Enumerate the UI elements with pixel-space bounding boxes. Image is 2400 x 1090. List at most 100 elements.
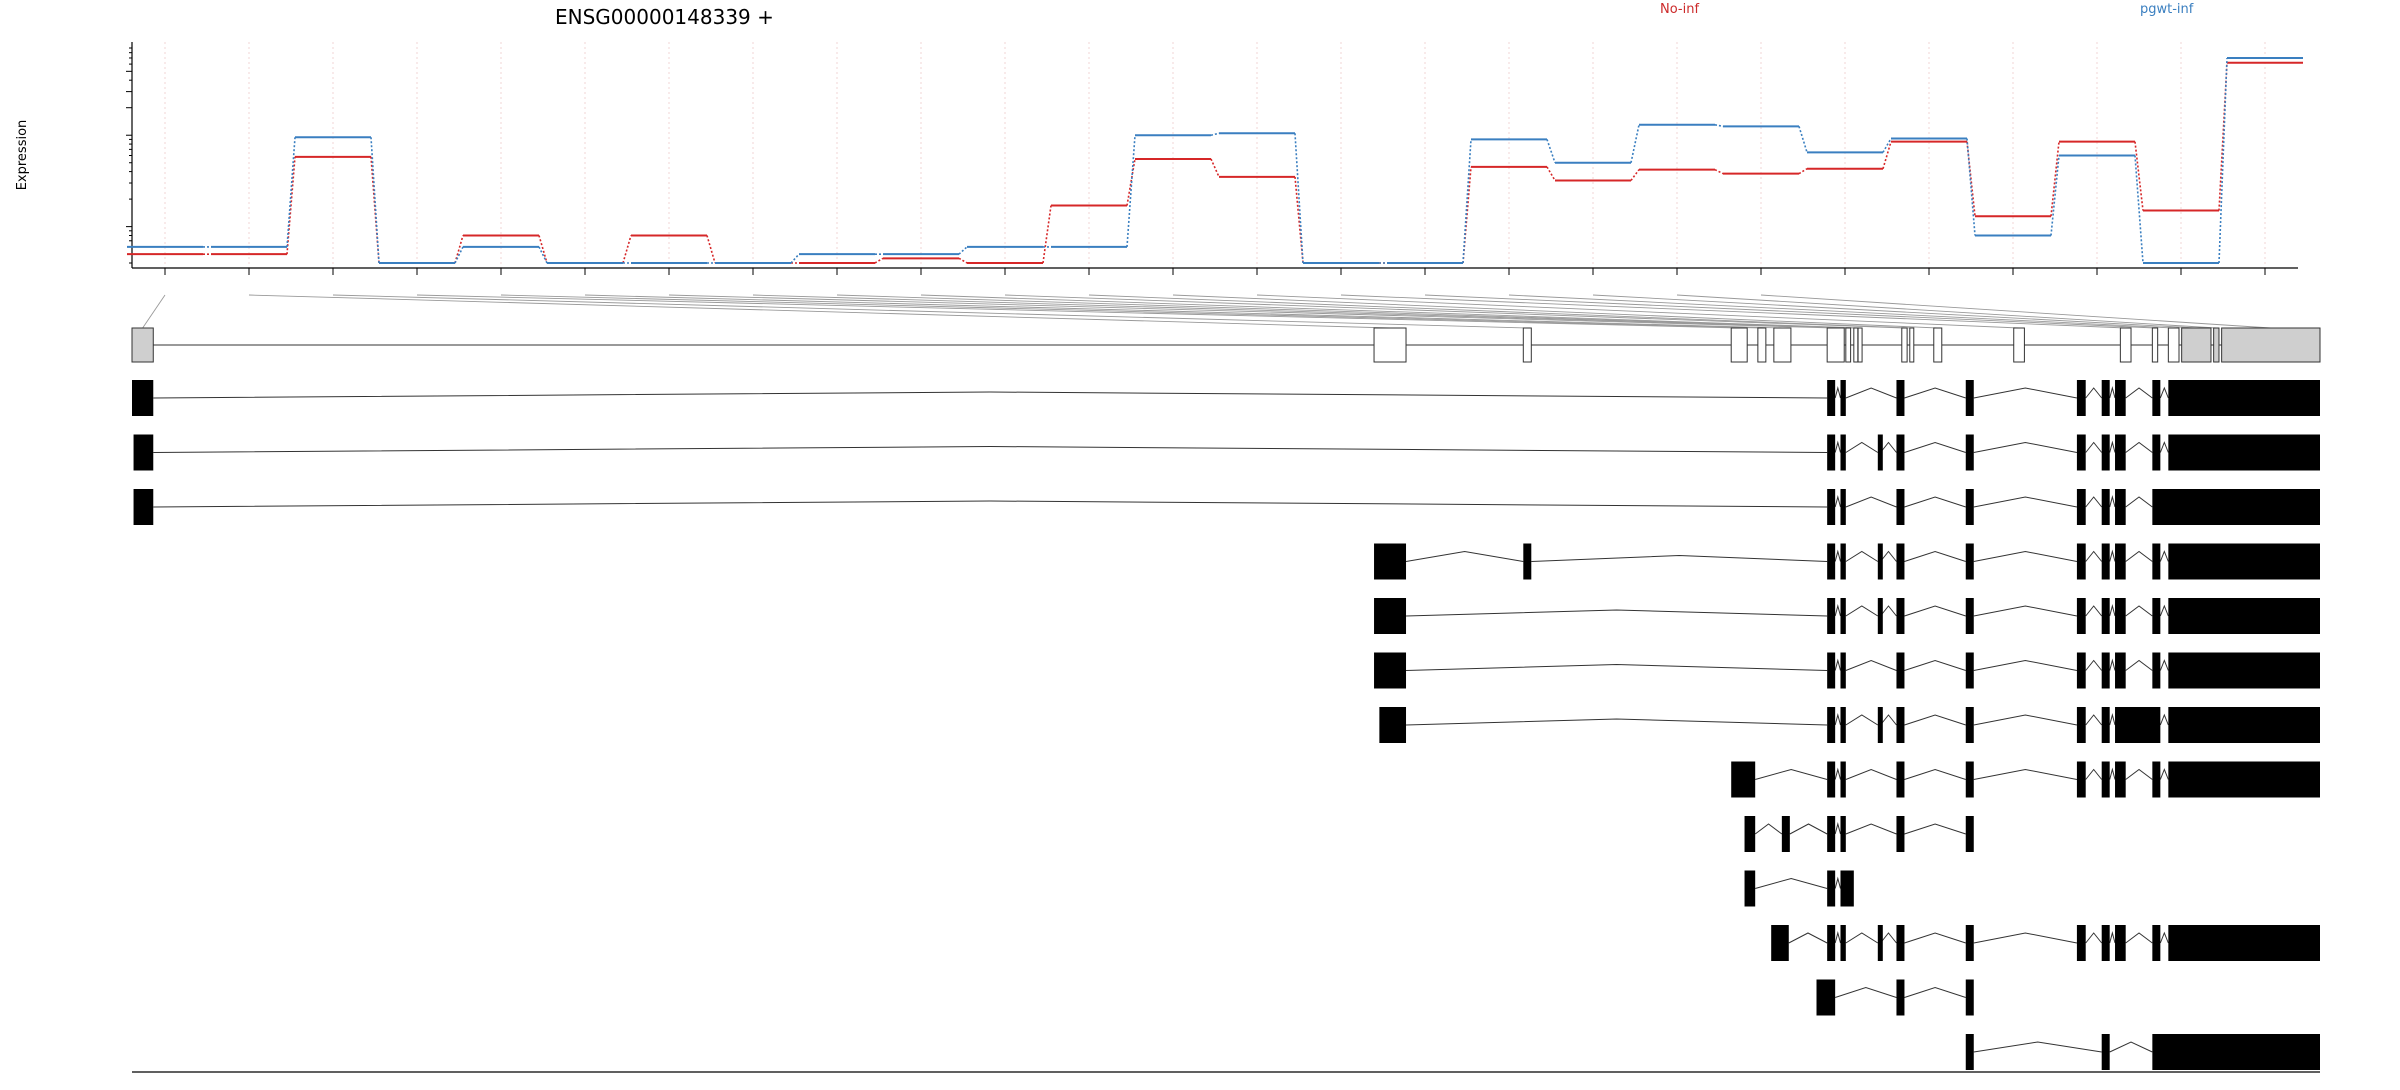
transcript-intron — [1904, 605, 1966, 617]
transcript-exon — [1827, 598, 1836, 634]
transcript-intron — [1880, 932, 1897, 944]
transcript-exon — [2101, 1034, 2110, 1070]
transcript-exon — [1523, 543, 1532, 580]
transcript-exon — [2115, 652, 2126, 689]
transcript-4 — [1374, 543, 2320, 580]
transcript-exon — [1827, 870, 1836, 907]
transcript-intron — [2125, 387, 2153, 399]
gene-model-exon-E003 — [1522, 327, 1532, 363]
transcript-exon — [2168, 598, 2320, 634]
transcript-exon — [1965, 925, 1974, 961]
exon-connector-E018 — [1592, 294, 2197, 329]
connector-No-inf — [1630, 169, 1640, 181]
exon-connector-E013 — [1172, 294, 1938, 329]
transcript-exon — [2152, 761, 2161, 798]
transcript-exon — [1965, 489, 1974, 525]
transcript-intron — [1834, 658, 1841, 671]
transcript-exon — [2076, 380, 2086, 416]
transcript-intron — [1531, 554, 1828, 562]
transcript-exon — [2101, 652, 2110, 689]
transcript-intron — [2109, 1041, 2153, 1053]
transcript-5 — [1374, 598, 2320, 634]
transcript-exon — [1877, 925, 1883, 961]
transcript-exon — [1744, 870, 1756, 907]
exon-connector-lines — [142, 294, 2271, 329]
plot-gridlines — [164, 42, 2266, 268]
connector-pgwt-inf — [1630, 124, 1640, 163]
transcript-intron — [2159, 550, 2169, 562]
transcript-exon — [1827, 707, 1836, 743]
transcript-intron — [1834, 822, 1841, 835]
transcript-intron — [1973, 768, 2078, 780]
transcript-intron — [1406, 718, 1828, 726]
transcript-intron — [2159, 659, 2169, 671]
exon-connector-E003 — [332, 294, 1528, 329]
transcript-intron — [1973, 932, 2078, 944]
transcript-intron — [1406, 609, 1828, 617]
transcript-exon — [2152, 652, 2161, 689]
transcript-exon — [1827, 652, 1836, 689]
transcript-exon — [1896, 598, 1905, 634]
transcript-exon — [2101, 707, 2110, 743]
transcript-intron — [2125, 768, 2153, 780]
transcript-11 — [1771, 925, 2320, 961]
transcript-intron — [1973, 714, 2078, 726]
transcript-exon — [1965, 707, 1974, 743]
transcript-exon — [1827, 380, 1836, 416]
transcript-intron — [1834, 767, 1841, 780]
transcript-exon — [1840, 761, 1846, 798]
transcript-intron — [2109, 931, 2116, 944]
transcript-intron — [2125, 550, 2153, 562]
gene-model-exon-E002 — [1373, 327, 1407, 363]
transcript-exon — [1896, 380, 1905, 416]
transcript-exon — [1827, 434, 1836, 471]
exon-connector-E001 — [142, 294, 166, 329]
transcript-intron — [1845, 550, 1879, 562]
transcript-exon — [1896, 761, 1905, 798]
connector-No-inf — [1882, 141, 1892, 169]
transcript-12 — [1816, 979, 1974, 1016]
transcript-exon — [2152, 1034, 2320, 1070]
transcript-intron — [2125, 441, 2153, 453]
connector-No-inf — [1042, 205, 1052, 264]
transcript-intron — [1880, 714, 1897, 726]
gene-model-exon-E019 — [2213, 327, 2220, 363]
connector-pgwt-inf — [2134, 155, 2144, 264]
transcript-exon — [1965, 761, 1974, 798]
transcript-intron — [1973, 441, 2078, 453]
transcript-exon — [1877, 598, 1883, 634]
transcript-1 — [132, 380, 2320, 416]
gene-model-exon-E013 — [1933, 327, 1943, 363]
transcript-intron — [2125, 659, 2153, 671]
transcript-intron — [1755, 768, 1828, 780]
transcript-exon — [1827, 543, 1836, 580]
y-axis-label: Expression — [15, 120, 30, 191]
connector-No-inf — [538, 235, 548, 264]
transcript-intron — [2085, 714, 2103, 726]
transcript-exon — [1877, 543, 1883, 580]
transcript-exon — [2168, 761, 2320, 798]
transcript-intron — [1904, 496, 1966, 508]
gene-model-exon-E007 — [1826, 327, 1845, 363]
transcript-exon — [1877, 434, 1883, 471]
exon-connector-E009 — [836, 294, 1856, 329]
transcript-exon — [1379, 707, 1407, 743]
transcript-exon — [2152, 489, 2320, 525]
transcript-8 — [1731, 761, 2320, 798]
chart-title: ENSG00000148339 + — [555, 5, 774, 29]
transcript-intron — [1834, 713, 1841, 726]
transcript-exon — [1827, 925, 1836, 961]
transcript-exon — [1840, 489, 1846, 525]
transcript-intron — [1904, 441, 1966, 453]
transcript-intron — [1845, 823, 1897, 835]
connector-No-inf — [958, 257, 968, 264]
transcript-3 — [133, 489, 2320, 525]
transcript-exon — [1896, 434, 1905, 471]
connector-pgwt-inf — [1210, 132, 1220, 136]
connector-No-inf — [1294, 176, 1304, 264]
transcript-intron — [2109, 604, 2116, 617]
transcript-exon — [1896, 652, 1905, 689]
connector-No-inf — [1462, 166, 1472, 264]
transcript-exon — [2168, 543, 2320, 580]
